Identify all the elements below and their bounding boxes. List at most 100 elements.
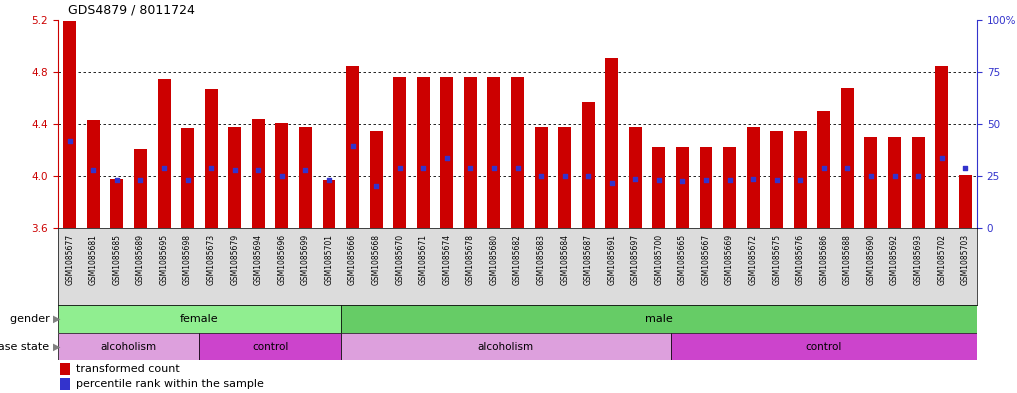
Point: [463, 165, 479, 171]
Bar: [276, 123, 289, 228]
Bar: [605, 58, 618, 228]
Bar: [60, 363, 70, 375]
Bar: [394, 77, 406, 228]
Bar: [346, 66, 359, 228]
Text: female: female: [180, 314, 219, 324]
Bar: [299, 127, 312, 228]
Text: GSM1085701: GSM1085701: [324, 234, 334, 285]
Point: [769, 177, 785, 183]
Point: [368, 183, 384, 189]
Point: [934, 155, 950, 161]
Point: [320, 177, 337, 183]
Text: GSM1085668: GSM1085668: [371, 234, 380, 285]
Bar: [535, 127, 547, 228]
Bar: [252, 119, 264, 228]
Point: [109, 177, 125, 183]
Point: [887, 173, 903, 179]
Text: control: control: [252, 342, 288, 351]
Text: GSM1085687: GSM1085687: [584, 234, 593, 285]
Point: [627, 175, 644, 182]
FancyBboxPatch shape: [58, 333, 199, 360]
Bar: [181, 128, 194, 228]
Point: [297, 166, 313, 173]
Text: GSM1085703: GSM1085703: [961, 234, 970, 285]
Bar: [700, 147, 713, 228]
Text: GSM1085689: GSM1085689: [136, 234, 145, 285]
Point: [392, 165, 408, 171]
Bar: [911, 137, 924, 228]
Bar: [629, 127, 642, 228]
Bar: [558, 127, 572, 228]
Text: gender: gender: [10, 314, 53, 324]
Text: GSM1085686: GSM1085686: [820, 234, 828, 285]
Point: [250, 166, 266, 173]
Text: GSM1085674: GSM1085674: [442, 234, 452, 285]
Text: GSM1085691: GSM1085691: [607, 234, 616, 285]
Text: ▶: ▶: [53, 342, 60, 351]
Bar: [676, 147, 689, 228]
Point: [533, 173, 549, 179]
Text: GSM1085675: GSM1085675: [772, 234, 781, 285]
Text: percentile rank within the sample: percentile rank within the sample: [76, 379, 263, 389]
Text: GSM1085696: GSM1085696: [278, 234, 287, 285]
Text: GSM1085695: GSM1085695: [160, 234, 169, 285]
Bar: [888, 137, 901, 228]
Point: [274, 173, 290, 179]
Point: [745, 175, 762, 182]
Bar: [204, 89, 218, 228]
Point: [792, 177, 809, 183]
FancyBboxPatch shape: [341, 333, 670, 360]
Point: [345, 143, 361, 149]
Bar: [864, 137, 878, 228]
Text: GSM1085676: GSM1085676: [795, 234, 804, 285]
Bar: [723, 147, 736, 228]
Text: GSM1085680: GSM1085680: [489, 234, 498, 285]
Point: [862, 173, 879, 179]
Bar: [158, 79, 171, 228]
Point: [556, 173, 573, 179]
Text: GSM1085678: GSM1085678: [466, 234, 475, 285]
Text: GDS4879 / 8011724: GDS4879 / 8011724: [68, 3, 195, 16]
Point: [62, 138, 78, 144]
Bar: [63, 21, 76, 228]
Text: GSM1085682: GSM1085682: [513, 234, 522, 285]
Text: GSM1085670: GSM1085670: [396, 234, 404, 285]
Bar: [322, 180, 336, 228]
Bar: [959, 175, 971, 228]
Text: GSM1085683: GSM1085683: [537, 234, 545, 285]
Text: control: control: [805, 342, 842, 351]
Point: [85, 166, 102, 173]
Text: GSM1085700: GSM1085700: [654, 234, 663, 285]
Bar: [582, 102, 595, 228]
Text: GSM1085699: GSM1085699: [301, 234, 310, 285]
Text: GSM1085697: GSM1085697: [631, 234, 640, 285]
Text: GSM1085671: GSM1085671: [419, 234, 428, 285]
Bar: [652, 147, 665, 228]
FancyBboxPatch shape: [670, 333, 977, 360]
Point: [674, 178, 691, 184]
Text: GSM1085694: GSM1085694: [254, 234, 262, 285]
Point: [438, 155, 455, 161]
Text: GSM1085698: GSM1085698: [183, 234, 192, 285]
Bar: [746, 127, 760, 228]
Bar: [440, 77, 454, 228]
Bar: [487, 77, 500, 228]
Point: [203, 165, 220, 171]
Point: [651, 177, 667, 183]
Bar: [111, 178, 123, 228]
Point: [698, 177, 714, 183]
Text: transformed count: transformed count: [76, 364, 180, 374]
Bar: [841, 88, 854, 228]
Text: GSM1085669: GSM1085669: [725, 234, 734, 285]
Point: [227, 166, 243, 173]
Text: GSM1085692: GSM1085692: [890, 234, 899, 285]
Bar: [818, 111, 830, 228]
Text: GSM1085666: GSM1085666: [348, 234, 357, 285]
Bar: [794, 130, 806, 228]
FancyBboxPatch shape: [58, 305, 341, 333]
Text: alcoholism: alcoholism: [478, 342, 534, 351]
Bar: [369, 130, 382, 228]
Text: GSM1085693: GSM1085693: [913, 234, 922, 285]
Point: [721, 177, 737, 183]
Bar: [134, 149, 146, 228]
